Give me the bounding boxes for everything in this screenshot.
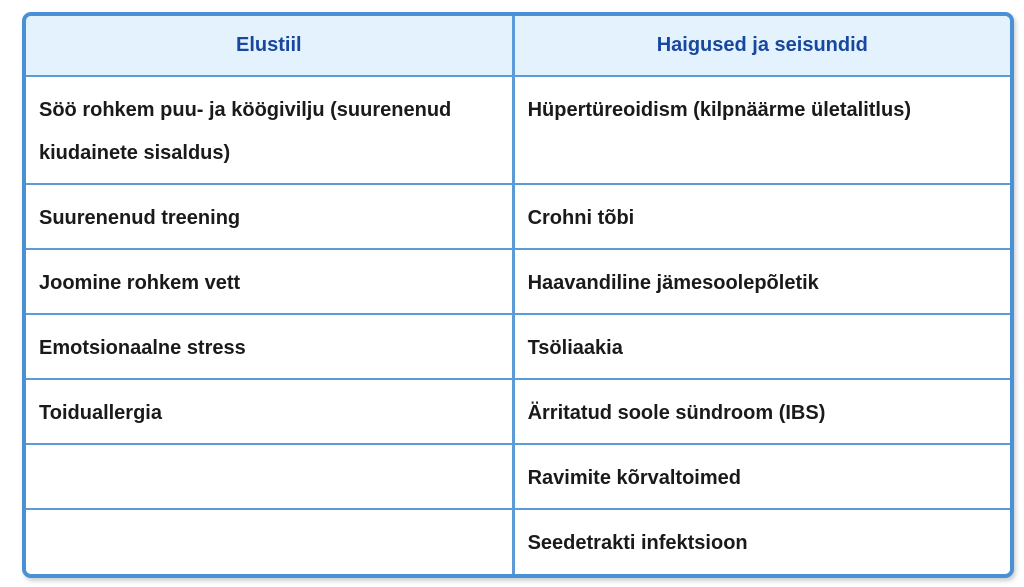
cell-lifestyle: Joomine rohkem vett xyxy=(26,249,515,315)
table-row: Joomine rohkem vett Haavandiline jämesoo… xyxy=(26,249,1010,315)
cell-lifestyle: Toiduallergia xyxy=(26,379,515,445)
column-header-lifestyle: Elustiil xyxy=(26,16,515,77)
table-header-row: Elustiil Haigused ja seisundid xyxy=(26,16,1010,77)
table-row: Emotsionaalne stress Tsöliaakia xyxy=(26,314,1010,380)
lifestyle-conditions-table: Elustiil Haigused ja seisundid Söö rohke… xyxy=(26,16,1010,574)
cell-lifestyle: Söö rohkem puu- ja köögivilju (suurenenu… xyxy=(26,76,515,185)
cell-condition: Crohni tõbi xyxy=(513,184,1010,250)
cell-condition: Ärritatud soole sündroom (IBS) xyxy=(513,379,1010,445)
cell-condition: Hüpertüreoidism (kilpnäärme ületalitlus) xyxy=(513,76,1010,185)
column-header-conditions: Haigused ja seisundid xyxy=(513,16,1010,77)
cell-condition: Tsöliaakia xyxy=(513,314,1010,380)
comparison-table: Elustiil Haigused ja seisundid Söö rohke… xyxy=(22,12,1014,578)
table-row: Seedetrakti infektsioon xyxy=(26,509,1010,574)
table-row: Ravimite kõrvaltoimed xyxy=(26,444,1010,510)
cell-lifestyle: Emotsionaalne stress xyxy=(26,314,515,380)
cell-lifestyle: Suurenenud treening xyxy=(26,184,515,250)
table-row: Suurenenud treening Crohni tõbi xyxy=(26,184,1010,250)
table-row: Söö rohkem puu- ja köögivilju (suurenenu… xyxy=(26,76,1010,185)
cell-condition: Seedetrakti infektsioon xyxy=(513,509,1010,574)
cell-condition: Haavandiline jämesoolepõletik xyxy=(513,249,1010,315)
cell-lifestyle-empty xyxy=(26,509,515,574)
cell-condition: Ravimite kõrvaltoimed xyxy=(513,444,1010,510)
table-row: Toiduallergia Ärritatud soole sündroom (… xyxy=(26,379,1010,445)
cell-lifestyle-empty xyxy=(26,444,515,510)
